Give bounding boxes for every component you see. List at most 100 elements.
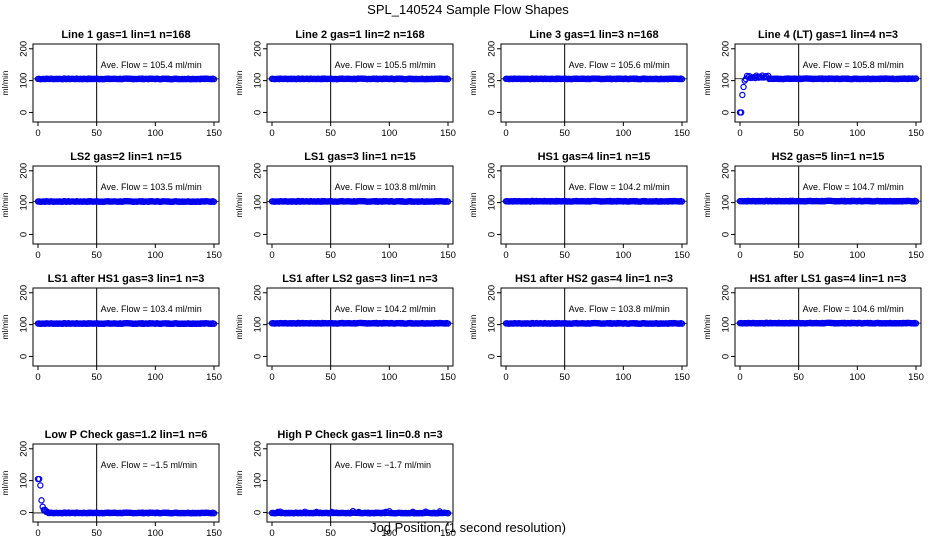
x-tick-label: 0 bbox=[503, 372, 508, 383]
x-tick-label: 0 bbox=[35, 372, 40, 383]
data-point bbox=[737, 109, 745, 116]
data-point bbox=[444, 510, 452, 517]
y-axis-label: ml/min bbox=[0, 470, 10, 495]
y-tick-label: 0 bbox=[253, 110, 264, 115]
series-points bbox=[736, 197, 920, 205]
x-tick-label: 0 bbox=[737, 250, 742, 261]
y-tick-label: 100 bbox=[721, 195, 732, 211]
average-annotation: Ave. Flow = 105.4 ml/min bbox=[101, 60, 202, 70]
panel-title: HS1 gas=4 lin=1 n=15 bbox=[538, 151, 651, 163]
x-tick-label: 0 bbox=[737, 372, 742, 383]
y-tick-label: 200 bbox=[487, 285, 498, 301]
y-axis-label: ml/min bbox=[0, 314, 10, 339]
panel-title: High P Check gas=1 lin=0.8 n=3 bbox=[277, 429, 442, 441]
x-tick-label: 150 bbox=[440, 128, 456, 139]
y-tick-label: 100 bbox=[19, 195, 30, 211]
y-axis-label: ml/min bbox=[234, 192, 244, 217]
average-annotation: Ave. Flow = 103.8 ml/min bbox=[335, 182, 436, 192]
panel-title: Line 2 gas=1 lin=2 n=168 bbox=[295, 29, 424, 41]
plot-frame bbox=[734, 43, 922, 123]
plot-frame bbox=[32, 43, 220, 123]
y-tick-label: 0 bbox=[19, 232, 30, 237]
y-tick-label: 0 bbox=[721, 110, 732, 115]
y-axis-label: ml/min bbox=[702, 192, 712, 217]
x-tick-label: 0 bbox=[35, 528, 40, 539]
panel-title: LS1 after LS2 gas=3 lin=1 n=3 bbox=[282, 273, 438, 285]
average-annotation: Ave. Flow = −1.5 ml/min bbox=[101, 460, 197, 470]
x-tick-label: 150 bbox=[206, 528, 222, 539]
x-tick-label: 150 bbox=[674, 250, 690, 261]
y-tick-label: 100 bbox=[253, 317, 264, 333]
panel-title: LS2 gas=2 lin=1 n=15 bbox=[70, 151, 182, 163]
x-tick-label: 100 bbox=[147, 372, 163, 383]
series-points bbox=[34, 197, 218, 206]
data-point bbox=[35, 475, 43, 483]
x-tick-label: 100 bbox=[849, 250, 865, 261]
panel-title: HS1 after HS2 gas=4 lin=1 n=3 bbox=[515, 273, 673, 285]
y-tick-label: 100 bbox=[19, 317, 30, 333]
average-annotation: Ave. Flow = 105.5 ml/min bbox=[335, 60, 436, 70]
panel-title: Low P Check gas=1.2 lin=1 n=6 bbox=[45, 429, 208, 441]
panel-title: HS2 gas=5 lin=1 n=15 bbox=[772, 151, 885, 163]
data-point bbox=[38, 497, 45, 504]
y-tick-label: 100 bbox=[721, 317, 732, 333]
y-tick-label: 200 bbox=[253, 163, 264, 179]
y-tick-label: 200 bbox=[19, 441, 30, 457]
panel-5: LS2 gas=2 lin=1 n=15 ml/min 0 100 200 0 50 100 1… bbox=[0, 151, 222, 261]
panel-title: LS1 after HS1 gas=3 lin=1 n=3 bbox=[48, 273, 205, 285]
x-tick-label: 0 bbox=[737, 128, 742, 139]
data-point bbox=[678, 320, 686, 327]
average-annotation: Ave. Flow = −1.7 ml/min bbox=[335, 460, 431, 470]
data-point bbox=[210, 509, 218, 517]
panel-title: LS1 gas=3 lin=1 n=15 bbox=[304, 151, 416, 163]
series-points bbox=[34, 475, 218, 517]
y-axis-label: ml/min bbox=[234, 470, 244, 495]
x-tick-label: 50 bbox=[91, 528, 102, 539]
y-axis-label: ml/min bbox=[234, 70, 244, 95]
x-tick-label: 150 bbox=[440, 250, 456, 261]
plot-frame bbox=[32, 287, 220, 367]
y-tick-label: 100 bbox=[487, 195, 498, 211]
y-tick-label: 100 bbox=[253, 73, 264, 89]
series-points bbox=[736, 319, 920, 327]
x-tick-label: 100 bbox=[615, 250, 631, 261]
y-tick-label: 0 bbox=[253, 510, 264, 515]
x-tick-label: 150 bbox=[674, 128, 690, 139]
panel-8: HS2 gas=5 lin=1 n=15 ml/min 0 100 200 0 50 100 1… bbox=[702, 151, 924, 261]
x-tick-label: 0 bbox=[269, 128, 274, 139]
y-tick-label: 0 bbox=[253, 232, 264, 237]
x-tick-label: 50 bbox=[793, 128, 804, 139]
y-tick-label: 0 bbox=[487, 232, 498, 237]
y-tick-label: 0 bbox=[487, 354, 498, 359]
x-tick-label: 150 bbox=[908, 128, 924, 139]
y-tick-label: 100 bbox=[19, 73, 30, 89]
x-tick-label: 50 bbox=[559, 128, 570, 139]
data-point bbox=[210, 320, 218, 327]
average-annotation: Ave. Flow = 104.7 ml/min bbox=[803, 182, 904, 192]
panels: Line 1 gas=1 lin=1 n=168 ml/min 0 100 200 0 50… bbox=[0, 29, 924, 539]
y-tick-label: 0 bbox=[487, 110, 498, 115]
x-tick-label: 50 bbox=[325, 250, 336, 261]
plot-frame bbox=[32, 165, 220, 245]
plot-frame bbox=[266, 43, 454, 123]
y-tick-label: 0 bbox=[19, 354, 30, 359]
average-annotation: Ave. Flow = 103.5 ml/min bbox=[101, 182, 202, 192]
plot-frame bbox=[734, 165, 922, 245]
y-tick-label: 200 bbox=[487, 163, 498, 179]
panel-10: LS1 after LS2 gas=3 lin=1 n=3 ml/min 0 100 2… bbox=[234, 273, 456, 383]
data-point bbox=[444, 198, 452, 205]
y-axis-label: ml/min bbox=[468, 70, 478, 95]
x-tick-label: 50 bbox=[91, 128, 102, 139]
panel-9: LS1 after HS1 gas=3 lin=1 n=3 ml/min 0 100 2… bbox=[0, 273, 222, 383]
data-point bbox=[210, 198, 218, 205]
y-axis-label: ml/min bbox=[0, 192, 10, 217]
panel-1: Line 1 gas=1 lin=1 n=168 ml/min 0 100 200 0 50… bbox=[0, 29, 222, 139]
y-tick-label: 200 bbox=[487, 41, 498, 57]
y-tick-label: 200 bbox=[721, 163, 732, 179]
average-annotation: Ave. Flow = 105.6 ml/min bbox=[569, 60, 670, 70]
data-point bbox=[912, 198, 920, 205]
x-tick-label: 150 bbox=[206, 250, 222, 261]
x-tick-label: 0 bbox=[269, 528, 274, 539]
x-tick-label: 150 bbox=[440, 528, 456, 539]
x-tick-label: 50 bbox=[793, 250, 804, 261]
